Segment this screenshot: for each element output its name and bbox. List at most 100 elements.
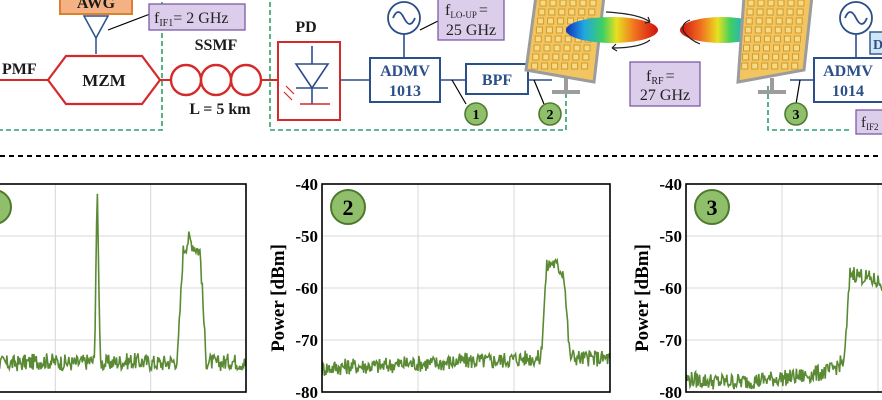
admv1014-label-line1: ADMV [823, 63, 873, 80]
fif2-label-box [855, 109, 882, 135]
y-tick-label: -60 [659, 279, 682, 298]
antenna-patch-element [553, 44, 561, 52]
antenna-patch-element [781, 62, 789, 70]
antenna-patch-element [533, 44, 541, 52]
antenna-patch-element [554, 35, 562, 43]
antenna-patch-element [773, 44, 780, 52]
y-tick-label: -40 [295, 175, 318, 194]
antenna-patch-element [579, 0, 587, 7]
test-point-2-label: 2 [547, 108, 554, 123]
antenna-patch-element [767, 0, 775, 7]
antenna-patch-element [795, 17, 803, 25]
antenna-patch-element [562, 53, 570, 61]
antenna-patch-element [743, 44, 750, 52]
antenna-patch-element [573, 44, 581, 52]
antenna-patch-element [589, 0, 597, 7]
transmitter-dashed-boundary [0, 2, 163, 131]
antenna-patch-element [745, 17, 753, 25]
test-point-3-label: 3 [793, 108, 800, 123]
spectrum-trace [322, 257, 610, 376]
antenna-patch-element [773, 35, 781, 43]
rx-antenna-array [736, 0, 814, 94]
antenna-patch-element [551, 62, 559, 70]
test-point-1-badge [464, 102, 488, 126]
panel-badge-number: 2 [343, 195, 354, 220]
plot-frame [685, 183, 882, 393]
admv1013-label-line1: ADMV [380, 63, 430, 80]
frf-label-box [629, 61, 701, 107]
antenna-patch-element [791, 62, 799, 70]
flo-pointer [419, 19, 441, 31]
frf-value: 27 GHz [640, 87, 690, 104]
y-tick-label: -40 [659, 175, 682, 194]
antenna-patch-element [782, 53, 790, 61]
antenna-patch-element [538, 8, 546, 16]
antenna-patch-element [547, 17, 555, 25]
system-diagram: AWG fIF1= 2 GHz PMF MZM SSMF L = 5 km PD [0, 0, 882, 135]
antenna-patch-element [774, 26, 782, 34]
antenna-patch-element [569, 0, 577, 7]
y-tick-label: -60 [295, 279, 318, 298]
antenna-patch-element [535, 26, 543, 34]
receiver-dashed-boundary [767, 86, 850, 131]
admv1013-block [369, 57, 441, 103]
tx-beam-steer-arrow-bottom [611, 39, 651, 52]
antenna-patch-element [561, 62, 569, 70]
fif1-label-box [148, 3, 246, 31]
antenna-patch-element [541, 62, 549, 70]
antenna-patch-element [747, 0, 755, 7]
bpf-label: BPF [482, 72, 512, 89]
fif1-pointer [107, 13, 151, 31]
antenna-patch-element [763, 44, 770, 52]
plot-frame [321, 183, 611, 393]
tx-radiation-beam [566, 17, 658, 43]
rx-demod-label: D [873, 38, 882, 53]
spectrum-trace [686, 267, 882, 390]
test-point-3-badge [784, 102, 808, 126]
flo-value: 25 GHz [446, 22, 496, 39]
antenna-patch-element [552, 53, 560, 61]
fif2-label: fIF2 [861, 115, 879, 132]
y-axis-label: Power [dBm] [632, 244, 653, 352]
spectrum-panels: 1 -40 -50 -60 -70 -80 Power [dBm] 2 -40 -50 -60 -70… [0, 175, 882, 400]
spectrum-panel-1: 1 [0, 183, 247, 393]
tp3-pointer [795, 79, 801, 105]
awg-block [59, 0, 133, 15]
antenna-patch-element [531, 62, 539, 70]
antenna-patch-element [756, 8, 764, 16]
antenna-patch-element [794, 26, 802, 34]
antenna-patch-element [549, 0, 557, 7]
antenna-patch-element [534, 35, 542, 43]
antenna-patch-element [571, 62, 579, 70]
plot-frame [0, 183, 247, 393]
y-tick-label: -70 [295, 331, 318, 350]
test-point-1-label: 1 [473, 108, 480, 123]
antenna-patch-element [783, 44, 790, 52]
antenna-patch-element [743, 35, 751, 43]
antenna-patch-element [753, 35, 761, 43]
photodiode-icon [283, 46, 330, 105]
y-axis-label: Power [dBm] [268, 244, 289, 352]
antenna-patch-element [563, 44, 571, 52]
antenna-patch-element [777, 0, 785, 7]
tp2-pointer [533, 79, 545, 105]
y-tick-label: -50 [295, 227, 318, 246]
admv1014-block [813, 57, 882, 103]
y-tick-label: -80 [659, 383, 682, 400]
antenna-patch-element [753, 44, 760, 52]
antenna-patch-element [792, 53, 800, 61]
antenna-patch-element [775, 17, 783, 25]
antenna-patch-element [796, 8, 804, 16]
spectrum-panel-2: -40 -50 -60 -70 -80 Power [dBm] 2 [268, 175, 611, 400]
antenna-patch-element [766, 8, 774, 16]
antenna-patch-element [764, 26, 772, 34]
antenna-patch-element [559, 0, 567, 7]
antenna-patch-element [763, 35, 771, 43]
panel-badge [330, 189, 366, 225]
rx-demod-block-cut [869, 31, 882, 55]
antenna-patch-element [532, 53, 540, 61]
fiber-length-label: L = 5 km [189, 101, 251, 118]
antenna-patch-element [582, 53, 590, 61]
antenna-patch-element [583, 44, 591, 52]
